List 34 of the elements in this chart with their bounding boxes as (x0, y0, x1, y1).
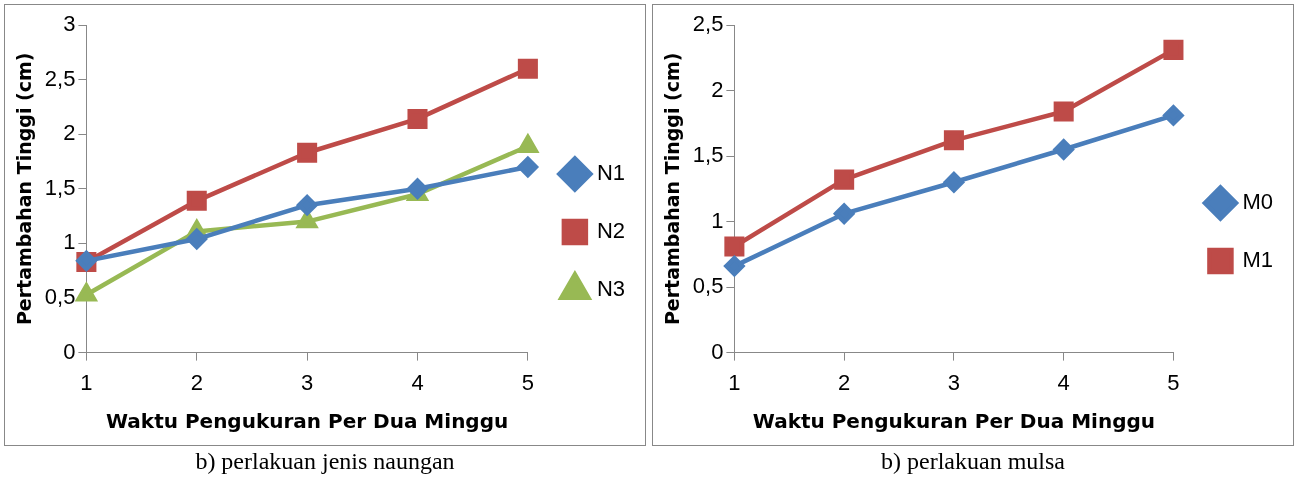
x-tick-label: 3 (301, 369, 314, 395)
y-tick-label: 1 (63, 229, 76, 255)
x-tick-label: 2 (838, 369, 851, 395)
legend-label: N2 (596, 218, 625, 244)
x-tick-label: 3 (947, 369, 961, 395)
y-axis-title: Pertambahan Tinggi (cm) (661, 52, 684, 326)
y-tick-label: 1,5 (44, 174, 76, 200)
x-tick-label: 4 (1057, 369, 1070, 395)
y-tick-label: 1 (711, 207, 724, 233)
x-tick-label: 1 (728, 369, 741, 395)
x-tick-label: 4 (411, 369, 424, 395)
y-tick-label: 2 (63, 120, 76, 146)
y-tick-label: 2,5 (44, 65, 76, 91)
y-axis-title: Pertambahan Tinggi (cm) (13, 52, 36, 326)
x-tick-label: 1 (80, 369, 93, 395)
y-tick-label: 2 (711, 76, 724, 102)
text: b) perlakuan jenis naungan (194, 448, 456, 475)
x-tick-label: 5 (521, 369, 534, 395)
text: b) perlakuan mulsa (880, 448, 1066, 475)
y-tick-label: 0 (711, 338, 724, 364)
legend-label: N3 (596, 276, 625, 302)
y-tick-label: 2,5 (692, 11, 724, 37)
y-tick-label: 1,5 (692, 142, 724, 168)
x-axis-title: Waktu Pengukuran Per Dua Minggu (752, 409, 1156, 434)
y-tick-label: 3 (63, 11, 76, 37)
x-tick-label: 2 (190, 369, 203, 395)
y-tick-label: 0,5 (692, 273, 724, 299)
y-tick-label: 0,5 (44, 284, 76, 310)
x-axis-title: Waktu Pengukuran Per Dua Minggu (106, 409, 509, 434)
legend-label: M1 (1242, 247, 1273, 273)
y-tick-label: 0 (63, 338, 76, 364)
legend-label: N1 (596, 160, 625, 186)
x-tick-label: 5 (1167, 369, 1180, 395)
legend-label: M0 (1242, 189, 1273, 215)
